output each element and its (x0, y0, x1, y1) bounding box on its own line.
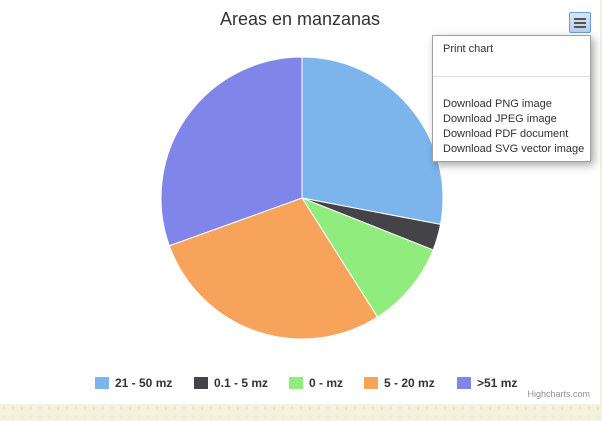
legend-label: 21 - 50 mz (115, 376, 173, 390)
chart-title: Areas en manzanas (219, 9, 381, 29)
menu-item-download-pdf[interactable]: Download PDF document (443, 128, 569, 140)
menu-item-download-svg[interactable]: Download SVG vector image (443, 143, 585, 155)
pie-chart (160, 56, 444, 340)
menu-item-download-jpeg[interactable]: Download JPEG image (443, 113, 557, 125)
legend-swatch (95, 377, 109, 389)
legend-label: 0 - mz (309, 376, 344, 390)
pie-slice-3[interactable] (168, 197, 379, 340)
pie-slice-0[interactable] (301, 56, 444, 225)
legend-swatch (194, 377, 208, 389)
menu-item-print-chart[interactable]: Print chart (443, 43, 494, 55)
legend-label: >51 mz (477, 376, 518, 390)
menu-separator (433, 76, 590, 77)
chart-container: Areas en manzanas 21 - 50 mz 0.1 - 5 mz … (0, 0, 602, 404)
legend-swatch (289, 377, 303, 389)
menu-item-download-png[interactable]: Download PNG image (443, 98, 552, 110)
pie-slice-2[interactable] (301, 197, 434, 318)
pie-slice-4[interactable] (160, 56, 303, 247)
legend: 21 - 50 mz 0.1 - 5 mz 0 - mz 5 - 20 mz >… (0, 376, 600, 392)
legend-swatch (364, 377, 378, 389)
export-menu-dropdown: Print chart Download PNG image Download … (432, 35, 591, 162)
export-menu-button[interactable] (569, 12, 591, 33)
page-background-strip (0, 404, 602, 421)
legend-swatch (457, 377, 471, 389)
legend-label: 0.1 - 5 mz (214, 376, 269, 390)
legend-label: 5 - 20 mz (384, 376, 435, 390)
credits-link[interactable]: Highcharts.com (527, 389, 590, 399)
